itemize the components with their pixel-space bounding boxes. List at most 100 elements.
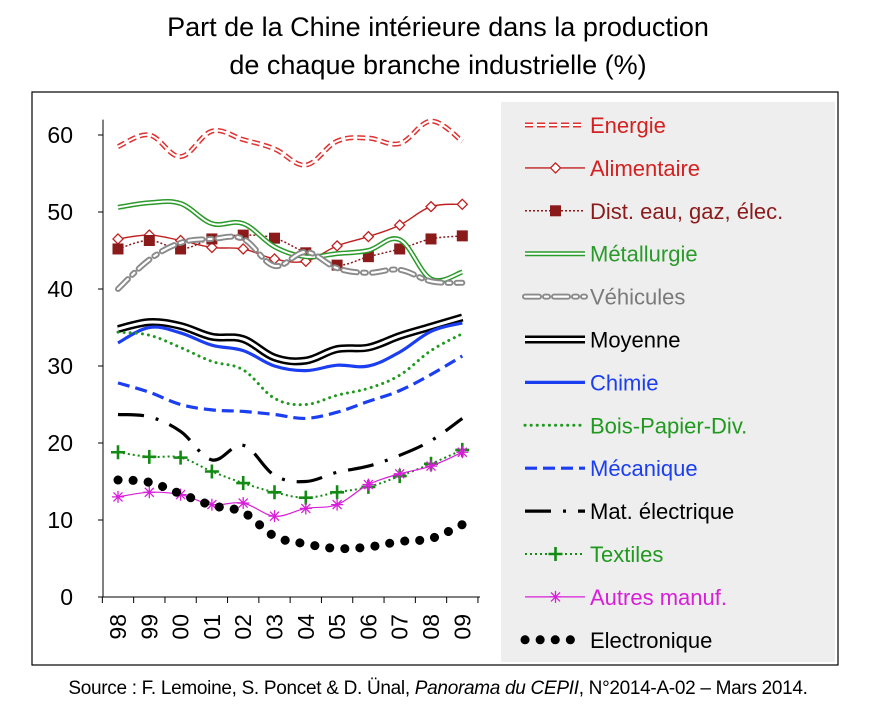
y-tick-label: 50 <box>47 199 73 225</box>
series-textiles <box>111 442 470 505</box>
legend-item-metallurgie: Métallurgie <box>525 242 698 267</box>
data-point-autres-manuf <box>174 488 187 501</box>
x-tick-label: 06 <box>355 614 381 640</box>
data-point-textiles <box>330 485 345 500</box>
data-point-dist-eau-gaz-elec <box>456 230 468 242</box>
legend-marker-alimentaire <box>549 161 562 174</box>
data-point-dist-eau-gaz-elec <box>175 243 187 255</box>
data-point-textiles <box>204 464 219 479</box>
data-point-textiles <box>267 485 282 500</box>
x-tick-label: 03 <box>262 614 288 640</box>
legend-label-mat-electrique: Mat. électrique <box>590 499 734 524</box>
legend-item-moyenne: Moyenne <box>525 328 681 353</box>
data-point-autres-manuf <box>331 498 344 511</box>
data-point-dist-eau-gaz-elec <box>394 243 406 255</box>
data-point-autres-manuf <box>237 497 250 510</box>
data-point-autres-manuf <box>456 446 469 459</box>
legend-label-chimie: Chimie <box>590 370 658 395</box>
series-chimie <box>117 321 463 373</box>
series-line-mat-electrique <box>117 412 464 484</box>
legend-label-metallurgie: Métallurgie <box>590 242 698 267</box>
legend-label-autres-manuf: Autres manuf. <box>590 585 727 610</box>
data-point-autres-manuf <box>112 490 124 503</box>
chart-title-line2: de chaque branche industrielle (%) <box>229 50 647 80</box>
y-tick-label: 10 <box>47 507 73 533</box>
legend-item-dist-eau-gaz-elec: Dist. eau, gaz, élec. <box>525 199 783 224</box>
series-line-metallurgie <box>117 200 463 282</box>
series-line-energie <box>117 120 463 167</box>
legend-item-textiles: Textiles <box>525 542 663 567</box>
source-suffix: , N°2014-A-02 – Mars 2014. <box>578 678 808 699</box>
legend-label-electronique: Electronique <box>590 628 712 653</box>
data-point-autres-manuf <box>143 486 156 499</box>
legend-item-mecanique: Mécanique <box>525 456 698 481</box>
legend-label-bois-papier-div: Bois-Papier-Div. <box>590 413 747 438</box>
x-tick-label: 09 <box>449 614 475 640</box>
series-line-vehicules <box>116 235 464 291</box>
legend-item-mat-electrique: Mat. électrique <box>525 499 734 524</box>
legend-marker-autres-manuf <box>549 590 562 603</box>
series-line-bois-papier-div <box>116 330 464 407</box>
x-tick-label: 98 <box>105 614 131 640</box>
legend-label-energie: Energie <box>590 113 666 138</box>
series-vehicules <box>115 233 466 292</box>
data-point-textiles <box>298 490 313 505</box>
series-mecanique <box>117 354 464 421</box>
x-tick-label: 99 <box>136 614 162 640</box>
legend-item-bois-papier-div: Bois-Papier-Div. <box>523 413 747 438</box>
series-line-electronique <box>113 475 467 554</box>
x-tick-label: 07 <box>387 614 413 640</box>
legend-label-dist-eau-gaz-elec: Dist. eau, gaz, élec. <box>590 199 783 224</box>
legend-marker-dist-eau-gaz-elec <box>550 205 561 217</box>
series-layer <box>111 118 470 554</box>
y-tick-label: 30 <box>47 353 73 379</box>
series-mat-electrique <box>117 412 464 484</box>
data-point-autres-manuf <box>268 510 281 523</box>
data-point-autres-manuf <box>425 460 437 473</box>
axes: 0 10 20 30 40 50 60 98 99 00 01 02 03 04 05 06 07 08 09 <box>47 119 480 640</box>
data-point-autres-manuf <box>393 467 406 480</box>
legend-label-textiles: Textiles <box>590 542 663 567</box>
data-point-textiles <box>173 450 188 465</box>
y-tick-label: 40 <box>47 276 73 302</box>
x-tick-label: 08 <box>418 614 444 640</box>
data-point-alimentaire <box>425 200 437 213</box>
legend-item-alimentaire: Alimentaire <box>525 156 700 181</box>
series-moyenne <box>117 313 464 366</box>
data-point-autres-manuf <box>362 478 375 491</box>
data-point-dist-eau-gaz-elec <box>237 229 249 241</box>
source-publication: Panorama du CEPII <box>414 678 579 699</box>
series-line-mecanique <box>117 354 464 421</box>
legend: Energie Alimentaire Dist. eau, gaz, élec. M… <box>520 113 783 653</box>
data-point-dist-eau-gaz-elec <box>269 232 280 244</box>
y-tick-label: 20 <box>47 430 73 456</box>
y-tick-label: 0 <box>60 584 73 610</box>
data-point-alimentaire <box>237 243 250 255</box>
x-tick-label: 00 <box>168 614 194 640</box>
data-point-alimentaire <box>205 241 218 254</box>
series-metallurgie <box>117 198 464 284</box>
data-point-alimentaire <box>393 219 406 232</box>
data-point-textiles <box>111 445 125 460</box>
legend-label-moyenne: Moyenne <box>590 328 681 353</box>
x-tick-label: 04 <box>293 614 319 640</box>
data-point-alimentaire <box>331 239 344 252</box>
data-point-dist-eau-gaz-elec <box>143 234 155 246</box>
legend-item-energie: Energie <box>525 113 666 138</box>
x-tick-label: 05 <box>324 614 350 640</box>
legend-item-vehicules: Véhicules <box>522 285 685 310</box>
series-line-chimie <box>117 321 463 373</box>
legend-item-chimie: Chimie <box>525 370 658 395</box>
data-point-dist-eau-gaz-elec <box>362 251 374 263</box>
series-bois-papier-div <box>116 330 464 407</box>
data-point-textiles <box>236 476 251 491</box>
legend-label-vehicules: Véhicules <box>590 285 685 310</box>
x-tick-label: 02 <box>230 614 256 640</box>
legend-item-electronique: Electronique <box>520 628 712 653</box>
source-prefix: Source : F. Lemoine, S. Poncet & D. Ünal… <box>68 678 415 699</box>
y-tick-label: 60 <box>47 122 73 148</box>
data-point-dist-eau-gaz-elec <box>112 243 124 255</box>
series-line-moyenne <box>117 316 463 363</box>
source-note: Source : F. Lemoine, S. Poncet & D. Ünal… <box>0 678 876 700</box>
